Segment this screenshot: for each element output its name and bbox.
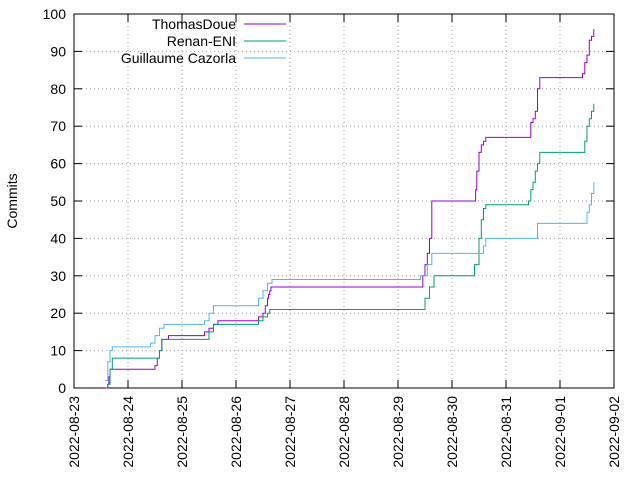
y-tick-label: 40 — [50, 230, 66, 246]
legend-label-guillaume-cazorla: Guillaume Cazorla — [121, 50, 236, 66]
legend-label-thomasdoue: ThomasDoue — [152, 16, 236, 32]
y-tick-label: 20 — [50, 305, 66, 321]
series-group — [105, 29, 595, 389]
series-line-guillaume-cazorla — [105, 182, 595, 381]
y-tick-label: 70 — [50, 118, 66, 134]
x-tick-label: 2022-08-26 — [228, 396, 244, 468]
series-line-thomasdoue — [105, 29, 595, 389]
x-tick-label: 2022-08-27 — [282, 396, 298, 468]
x-tick-label: 2022-09-02 — [606, 396, 622, 468]
y-tick-label: 100 — [43, 6, 67, 22]
x-tick-label: 2022-08-23 — [66, 396, 82, 468]
y-tick-label: 60 — [50, 156, 66, 172]
x-tick-label: 2022-08-31 — [498, 396, 514, 468]
legend-label-renan-eni: Renan-ENI — [167, 33, 236, 49]
grid-lines — [74, 14, 614, 388]
y-axis-label: Commits — [4, 173, 20, 228]
x-tick-label: 2022-08-24 — [120, 396, 136, 468]
axis-ticks: 0 10 20 30 40 50 60 70 80 90 100 2022-08-23 2022-08-… — [43, 6, 622, 468]
x-tick-label: 2022-08-29 — [390, 396, 406, 468]
x-tick-label: 2022-09-01 — [552, 396, 568, 468]
x-tick-label: 2022-08-25 — [174, 396, 190, 468]
y-tick-label: 90 — [50, 43, 66, 59]
y-tick-label: 80 — [50, 81, 66, 97]
series-line-renan-eni — [107, 103, 595, 385]
y-tick-label: 10 — [50, 343, 66, 359]
y-tick-label: 30 — [50, 268, 66, 284]
y-tick-label: 50 — [50, 193, 66, 209]
x-tick-label: 2022-08-30 — [444, 396, 460, 468]
y-tick-label: 0 — [58, 380, 66, 396]
x-tick-label: 2022-08-28 — [336, 396, 352, 468]
